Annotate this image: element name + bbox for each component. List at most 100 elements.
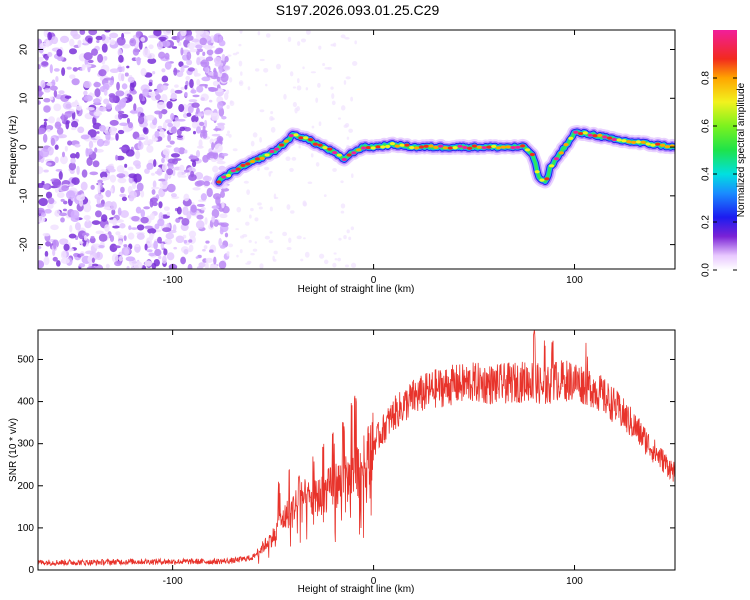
snr-panel: -100 0 100 0 100 200 300 400 500 Height of stra… [8, 329, 676, 595]
noise-blob [82, 203, 92, 213]
noise-blob [264, 166, 270, 171]
noise-blob [103, 98, 110, 105]
noise-blob [221, 201, 225, 209]
noise-blob [104, 30, 111, 33]
noise-blob [179, 164, 185, 173]
noise-blob [296, 235, 302, 240]
noise-blob [41, 61, 49, 66]
trace-hotspot [544, 177, 550, 181]
noise-blob [70, 30, 78, 37]
noise-blob [307, 181, 313, 185]
noise-blob [238, 80, 244, 86]
trace-hotspot [650, 143, 656, 147]
trace-hotspot [476, 145, 482, 149]
noise-blob [220, 190, 225, 198]
noise-blob [38, 207, 45, 214]
noise-blob [49, 64, 53, 74]
noise-blob [62, 208, 67, 212]
trace-hotspot [278, 143, 285, 147]
noise-blob [123, 31, 132, 35]
noise-blob [79, 253, 84, 257]
noise-blob [201, 76, 211, 82]
noise-blob [340, 105, 346, 111]
noise-blob [93, 98, 101, 104]
noise-blob [304, 251, 310, 258]
trace-hotspot [524, 148, 531, 152]
trace-hotspot [635, 140, 642, 144]
trace-hotspot [341, 157, 347, 162]
noise-blob [151, 262, 157, 269]
noise-blob [68, 162, 77, 171]
colorbar-tick-label: 0.6 [701, 119, 712, 133]
noise-blob [40, 212, 47, 217]
noise-blob [176, 35, 181, 43]
noise-blob [202, 131, 208, 139]
noise-blob [100, 214, 108, 222]
trace-hotspot [375, 145, 381, 149]
noise-blob [77, 39, 82, 48]
noise-blob [116, 165, 125, 173]
trace-hotspot [346, 153, 352, 157]
noise-blob [161, 108, 168, 115]
noise-blob [132, 48, 140, 56]
noise-blob [221, 152, 229, 157]
noise-blob [117, 110, 125, 114]
noise-blob [223, 92, 229, 100]
noise-blob [302, 66, 305, 70]
noise-blob [180, 66, 185, 73]
noise-blob [121, 196, 128, 202]
noise-blob [173, 158, 182, 161]
noise-blob [61, 185, 69, 192]
noise-blob [119, 223, 126, 229]
noise-blob [167, 165, 175, 170]
noise-blob [247, 86, 251, 91]
trace-hotspot [611, 138, 617, 142]
noise-blob [216, 135, 224, 143]
noise-blob [146, 52, 155, 60]
noise-blob [68, 183, 75, 187]
noise-blob [71, 78, 80, 86]
noise-blob [109, 32, 119, 39]
noise-blob [250, 252, 255, 256]
noise-blob [109, 68, 120, 74]
snr-y-axis-label: SNR (10 * v/v) [8, 418, 19, 482]
noise-blob [62, 200, 68, 205]
noise-blob [94, 136, 101, 140]
noise-blob [105, 132, 111, 141]
noise-blob [79, 30, 86, 35]
noise-blob [215, 157, 224, 162]
noise-blob [345, 76, 351, 80]
noise-blob [60, 198, 65, 202]
noise-blob [270, 111, 274, 115]
noise-blob [161, 40, 171, 48]
noise-blob [247, 260, 252, 264]
noise-blob [38, 86, 42, 93]
noise-blob [50, 137, 56, 146]
noise-blob [94, 88, 101, 98]
noise-blob [170, 193, 177, 198]
noise-blob [217, 101, 224, 110]
noise-blob [42, 184, 50, 190]
noise-blob [223, 65, 231, 71]
noise-blob [89, 171, 99, 176]
noise-blob [180, 30, 187, 37]
noise-blob [86, 107, 95, 111]
noise-blob [221, 53, 226, 62]
noise-blob [155, 93, 161, 101]
noise-blob [117, 129, 125, 135]
noise-blob [220, 222, 229, 227]
noise-blob [346, 229, 350, 234]
noise-blob [94, 210, 102, 218]
noise-blob [121, 65, 125, 73]
trace-hotspot [582, 131, 588, 135]
trace-hotspot [606, 136, 613, 140]
noise-blob [97, 179, 104, 183]
noise-blob [218, 39, 226, 47]
noise-blob [116, 36, 126, 46]
noise-region [38, 30, 359, 269]
noise-blob [202, 51, 206, 57]
noise-blob [146, 249, 153, 253]
noise-blob [99, 171, 108, 179]
noise-blob [96, 196, 101, 205]
noise-blob [302, 200, 307, 207]
